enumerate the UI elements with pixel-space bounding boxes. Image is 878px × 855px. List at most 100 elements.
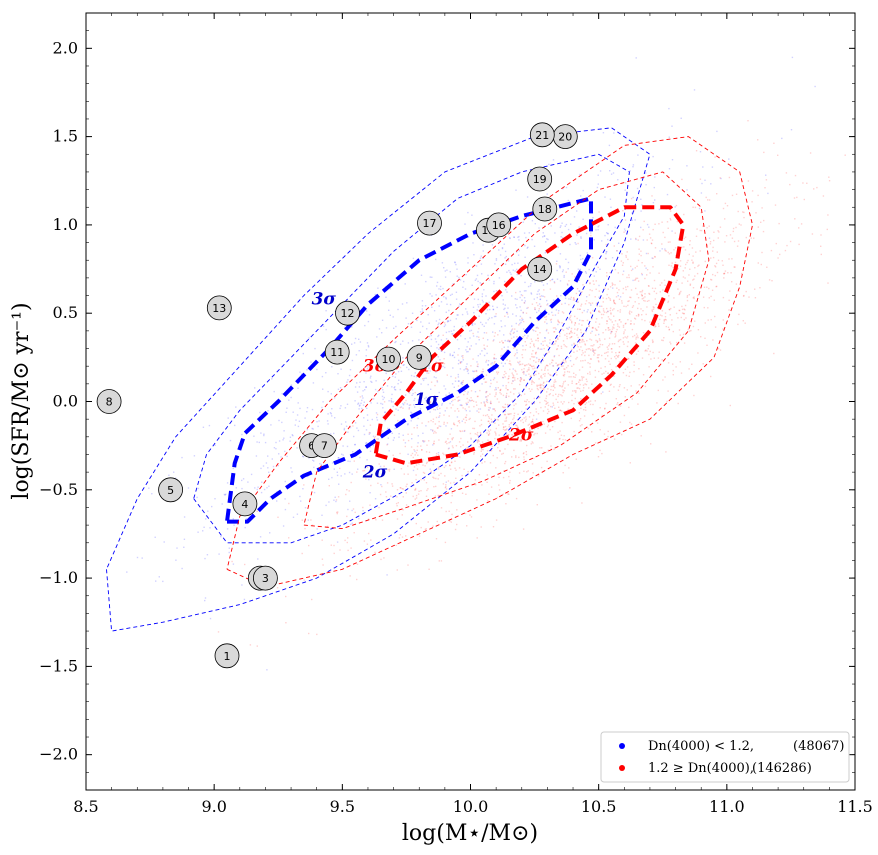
scatter-point — [693, 297, 695, 300]
scatter-point — [437, 452, 440, 454]
scatter-point — [431, 276, 433, 278]
scatter-point — [523, 458, 525, 461]
scatter-point — [611, 282, 613, 284]
scatter-point — [392, 405, 394, 408]
scatter-point — [365, 442, 367, 445]
scatter-point — [589, 302, 592, 305]
scatter-point — [675, 254, 677, 257]
scatter-point — [513, 336, 515, 338]
scatter-point — [502, 423, 504, 425]
scatter-point — [482, 368, 484, 370]
scatter-point — [352, 451, 354, 453]
scatter-point — [548, 313, 550, 315]
scatter-point — [563, 375, 565, 377]
scatter-point — [557, 312, 560, 314]
scatter-point — [456, 275, 458, 277]
scatter-point — [648, 353, 650, 356]
scatter-point — [396, 518, 399, 520]
scatter-point — [674, 206, 676, 208]
scatter-point — [724, 218, 726, 220]
scatter-point — [581, 354, 583, 356]
scatter-point — [578, 279, 580, 281]
scatter-point — [465, 493, 467, 495]
scatter-point — [422, 471, 425, 474]
scatter-point — [337, 388, 340, 390]
scatter-point — [469, 337, 471, 339]
scatter-point — [626, 366, 629, 368]
scatter-point — [618, 354, 620, 357]
scatter-point — [473, 298, 476, 300]
scatter-point — [563, 274, 565, 277]
scatter-point — [637, 239, 639, 241]
scatter-point — [573, 297, 575, 300]
scatter-point — [621, 264, 624, 266]
scatter-point — [755, 212, 757, 214]
marker-18: 18 — [532, 196, 558, 222]
scatter-point — [653, 357, 655, 359]
scatter-point — [552, 327, 555, 329]
scatter-point — [524, 365, 526, 367]
scatter-point — [485, 359, 488, 362]
scatter-point — [497, 446, 499, 449]
scatter-point — [426, 328, 428, 330]
scatter-point — [455, 469, 457, 471]
scatter-point — [627, 319, 629, 321]
marker-circle — [376, 346, 401, 372]
scatter-point — [671, 324, 673, 326]
scatter-point — [512, 380, 514, 382]
scatter-point — [508, 362, 510, 365]
scatter-point — [302, 456, 305, 458]
scatter-point — [562, 359, 565, 361]
scatter-point — [671, 262, 673, 264]
scatter-point — [522, 349, 524, 351]
scatter-point — [440, 339, 443, 341]
scatter-point — [634, 301, 636, 303]
scatter-point — [234, 424, 236, 427]
scatter-point — [722, 328, 724, 330]
scatter-point — [449, 464, 451, 466]
scatter-point — [537, 290, 539, 293]
scatter-point — [373, 437, 376, 439]
scatter-point — [359, 396, 362, 398]
scatter-point — [352, 508, 355, 510]
scatter-point — [573, 390, 576, 392]
scatter-point — [526, 307, 528, 309]
scatter-point — [480, 321, 482, 324]
scatter-point — [450, 468, 452, 470]
scatter-point — [641, 262, 643, 264]
x-tick-label: 9.0 — [201, 797, 226, 816]
scatter-point — [411, 412, 413, 414]
scatter-point — [633, 323, 635, 325]
scatter-point — [446, 269, 448, 271]
scatter-point — [591, 330, 593, 333]
scatter-point — [644, 385, 647, 388]
scatter-point — [262, 465, 265, 467]
scatter-point — [627, 300, 629, 303]
scatter-point — [296, 513, 299, 515]
scatter-point — [533, 343, 535, 345]
scatter-point — [791, 56, 794, 59]
scatter-point — [535, 418, 538, 420]
scatter-point — [408, 408, 410, 410]
scatter-point — [516, 373, 518, 375]
scatter-point — [628, 300, 630, 302]
scatter-point — [754, 297, 757, 299]
scatter-point — [703, 306, 705, 309]
scatter-point — [717, 237, 719, 239]
scatter-point — [372, 398, 375, 400]
scatter-point — [290, 467, 292, 469]
scatter-point — [663, 320, 665, 322]
scatter-point — [495, 393, 497, 396]
scatter-point — [289, 436, 292, 438]
scatter-point — [369, 377, 372, 379]
scatter-point — [443, 267, 445, 269]
scatter-point — [333, 432, 335, 435]
scatter-point — [511, 263, 513, 266]
scatter-point — [615, 352, 617, 354]
scatter-point — [538, 303, 541, 305]
scatter-point — [493, 280, 495, 283]
scatter-point — [598, 310, 600, 312]
scatter-point — [664, 318, 667, 321]
scatter-point — [459, 456, 461, 458]
scatter-point — [643, 299, 645, 302]
